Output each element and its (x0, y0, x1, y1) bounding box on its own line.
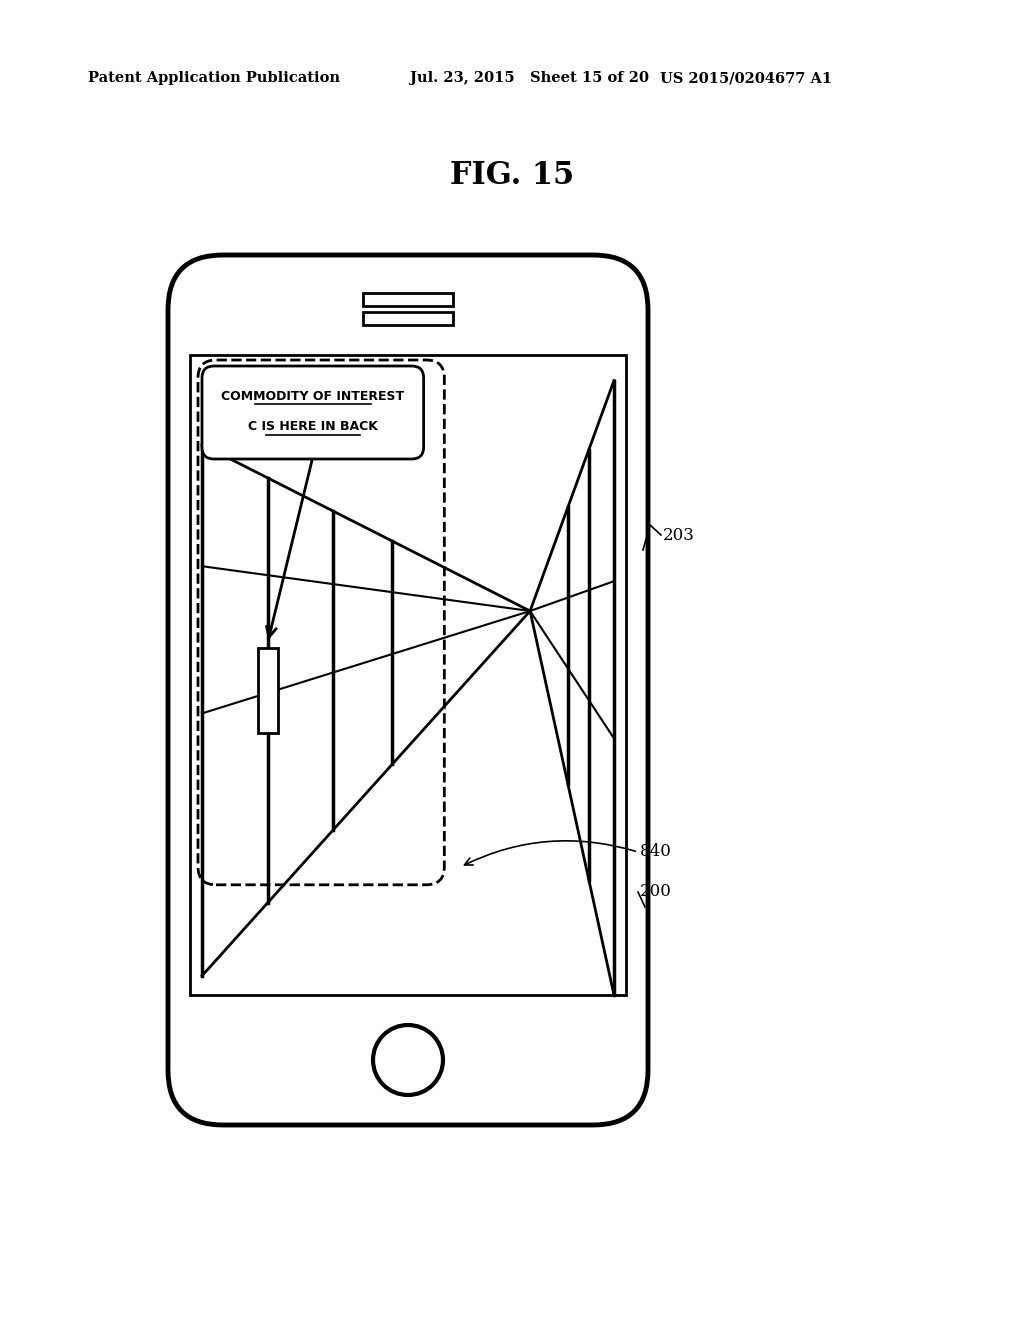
Text: 203: 203 (663, 527, 695, 544)
Text: Patent Application Publication: Patent Application Publication (88, 71, 340, 84)
Bar (258, 648, 278, 733)
Text: US 2015/0204677 A1: US 2015/0204677 A1 (660, 71, 833, 84)
Text: Jul. 23, 2015   Sheet 15 of 20: Jul. 23, 2015 Sheet 15 of 20 (410, 71, 649, 84)
Text: FIG. 15: FIG. 15 (450, 160, 574, 190)
Circle shape (373, 1026, 443, 1096)
Text: COMMODITY OF INTEREST: COMMODITY OF INTEREST (221, 389, 404, 403)
Text: 200: 200 (640, 883, 672, 900)
Bar (362, 312, 453, 325)
Bar (190, 355, 626, 995)
Bar (362, 293, 453, 306)
FancyBboxPatch shape (168, 255, 648, 1125)
Text: 840: 840 (640, 843, 672, 861)
FancyBboxPatch shape (202, 366, 424, 459)
Text: C IS HERE IN BACK: C IS HERE IN BACK (248, 421, 378, 433)
